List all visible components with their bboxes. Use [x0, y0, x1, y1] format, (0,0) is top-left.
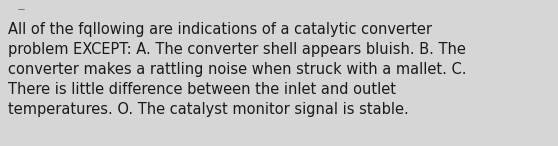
Text: temperatures. O. The catalyst monitor signal is stable.: temperatures. O. The catalyst monitor si…: [8, 102, 409, 117]
Text: All of the fqllowing are indications of a catalytic converter: All of the fqllowing are indications of …: [8, 22, 432, 37]
Text: There is little difference between the inlet and outlet: There is little difference between the i…: [8, 82, 396, 97]
Text: —: —: [18, 6, 25, 12]
Text: problem EXCEPT: A. The converter shell appears bluish. B. The: problem EXCEPT: A. The converter shell a…: [8, 42, 466, 57]
Text: converter makes a rattling noise when struck with a mallet. C.: converter makes a rattling noise when st…: [8, 62, 466, 77]
